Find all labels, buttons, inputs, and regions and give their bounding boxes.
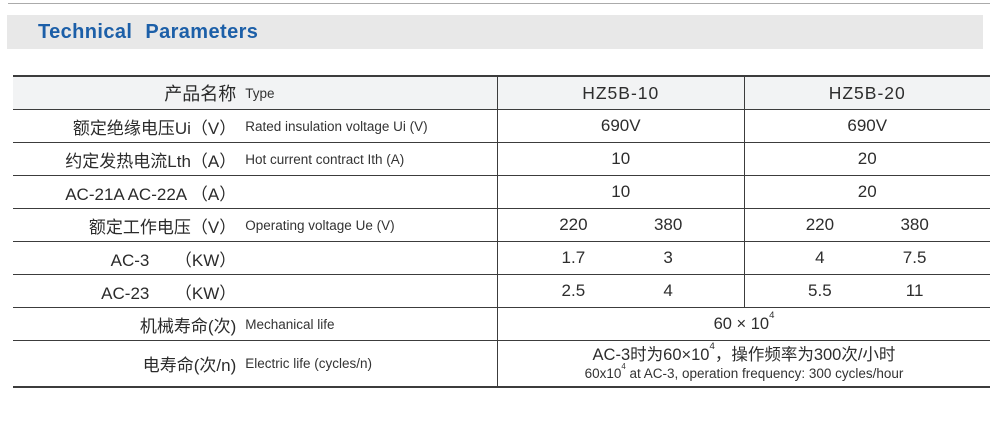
page-top-divider (8, 3, 990, 4)
row-label-ac23-kw: AC-23 （KW） (13, 275, 497, 307)
value: 1.7 (561, 248, 586, 267)
table-header-row: 产品名称 Type HZ5B-10 HZ5B-20 (13, 77, 990, 110)
row-value-ac21a-ac22a-hz5b-10: 10 (497, 176, 744, 208)
row-label-zh: AC-21A AC-22A （A） (65, 184, 237, 204)
row-value-hot-current-hz5b-20: 20 (743, 143, 991, 175)
row-label-zh: AC-23 （KW） (101, 283, 237, 303)
column-header-hz5b-10: HZ5B-10 (497, 77, 744, 109)
value: 2.5 (561, 281, 586, 300)
page-title: Technical Parameters (38, 20, 259, 43)
table-row-mechanical-life: 机械寿命(次) Mechanical life 60 × 104 (13, 308, 990, 341)
table-row-ac21a-ac22a: AC-21A AC-22A （A） 10 20 (13, 176, 990, 209)
value: 20 (857, 149, 877, 168)
row-label-zh: 额定绝缘电压Ui（V） (72, 118, 237, 138)
value: 4 (663, 281, 673, 300)
row-label-zh: 约定发热电流Lth（A） (65, 151, 237, 171)
value: 690V (847, 116, 888, 135)
column-header-hz5b-20: HZ5B-20 (743, 77, 991, 109)
row-value-hot-current-hz5b-10: 10 (497, 143, 744, 175)
table-row-electric-life: 电寿命(次/n) Electric life (cycles/n) AC-3时为60… (13, 341, 990, 388)
value: 4 (815, 248, 825, 267)
row-label-en: Hot current contract Ith (A) (245, 151, 405, 167)
header-label-zh: 产品名称 (164, 84, 237, 104)
value: 380 (900, 215, 929, 234)
value: 3 (663, 248, 673, 267)
row-label-zh: AC-3 （KW） (110, 250, 237, 270)
row-label-en: Mechanical life (245, 316, 335, 332)
section-title-bar: Technical Parameters (7, 15, 983, 49)
row-label-operating-voltage: 额定工作电压（V） Operating voltage Ue (V) (13, 209, 497, 241)
table-row-ac23-kw: AC-23 （KW） 2.5 4 5.5 11 (13, 275, 990, 308)
value-line: 60 × 104 (713, 309, 775, 333)
row-value-ac23-kw-hz5b-20: 5.5 11 (743, 275, 991, 307)
value-line: 60x104 at AC-3, operation frequency: 300… (584, 361, 904, 381)
row-label-zh: 额定工作电压（V） (88, 217, 237, 237)
row-value-ac3-kw-hz5b-10: 1.7 3 (497, 242, 744, 274)
row-label-en: Operating voltage Ue (V) (245, 217, 395, 233)
row-value-mechanical-life: 60 × 104 (497, 308, 990, 340)
value: 10 (611, 149, 631, 168)
table-row-rated-insulation-voltage: 额定绝缘电压Ui（V） Rated insulation voltage Ui (… (13, 110, 990, 143)
value-line: AC-3时为60×104，操作频率为300次/小时 (592, 341, 896, 364)
row-label-en: Electric life (cycles/n) (245, 356, 373, 371)
table-row-ac3-kw: AC-3 （KW） 1.7 3 4 7.5 (13, 242, 990, 275)
row-value-operating-voltage-hz5b-20: 220 380 (743, 209, 991, 241)
value: 220 (559, 215, 588, 234)
row-value-electric-life: AC-3时为60×104，操作频率为300次/小时 60x104 at AC-3,… (497, 341, 990, 386)
table-row-operating-voltage: 额定工作电压（V） Operating voltage Ue (V) 220 380 2… (13, 209, 990, 242)
value: 10 (611, 182, 631, 201)
row-label-electric-life: 电寿命(次/n) Electric life (cycles/n) (13, 341, 497, 386)
row-label-rated-insulation-voltage: 额定绝缘电压Ui（V） Rated insulation voltage Ui (… (13, 110, 497, 142)
table-body: 额定绝缘电压Ui（V） Rated insulation voltage Ui (… (13, 110, 990, 388)
row-label-zh: 电寿命(次/n) (142, 356, 237, 375)
value: 220 (805, 215, 835, 234)
value: 20 (857, 182, 877, 201)
header-label-cell: 产品名称 Type (13, 77, 497, 109)
row-label-mechanical-life: 机械寿命(次) Mechanical life (13, 308, 497, 340)
value: 7.5 (902, 248, 927, 267)
row-value-ac21a-ac22a-hz5b-20: 20 (743, 176, 991, 208)
row-value-operating-voltage-hz5b-10: 220 380 (497, 209, 744, 241)
row-label-ac21a-ac22a: AC-21A AC-22A （A） (13, 176, 497, 208)
value: 5.5 (808, 281, 832, 300)
value: 380 (653, 215, 683, 234)
row-label-hot-current: 约定发热电流Lth（A） Hot current contract Ith (A) (13, 143, 497, 175)
row-label-ac3-kw: AC-3 （KW） (13, 242, 497, 274)
row-value-rated-insulation-voltage-hz5b-10: 690V (497, 110, 744, 142)
row-value-ac3-kw-hz5b-20: 4 7.5 (743, 242, 991, 274)
row-value-rated-insulation-voltage-hz5b-20: 690V (743, 110, 991, 142)
header-label-en: Type (245, 85, 275, 101)
technical-parameters-table: 产品名称 Type HZ5B-10 HZ5B-20 额定绝缘电压Ui（V） Rat… (13, 75, 990, 388)
value: 690V (600, 116, 641, 135)
row-label-en: Rated insulation voltage Ui (V) (245, 118, 428, 134)
row-value-ac23-kw-hz5b-10: 2.5 4 (497, 275, 744, 307)
value: 11 (905, 281, 924, 300)
row-label-zh: 机械寿命(次) (139, 316, 237, 336)
table-row-hot-current: 约定发热电流Lth（A） Hot current contract Ith (A)… (13, 143, 990, 176)
